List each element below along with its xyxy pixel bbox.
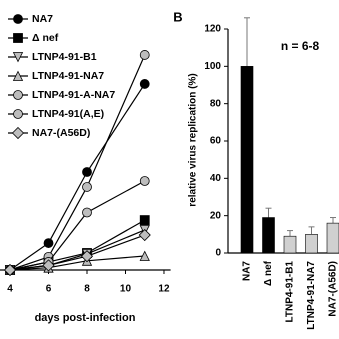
series-line [9,83,146,271]
legend-label: NA7 [32,13,53,25]
y-tick-label: 40 [210,173,222,184]
marker [42,259,55,272]
legend-marker [13,33,23,43]
x-tick-label: 12 [158,284,170,295]
annotation: n = 6-8 [281,39,320,53]
marker [139,250,150,261]
series-line [9,180,146,271]
x-tick-label: NA7-(A56D) [328,261,339,317]
x-tick-label: 10 [120,284,132,295]
series-line [9,229,145,271]
legend-label: NA7-(A56D) [32,127,90,139]
y-tick-label: 100 [204,61,221,72]
marker [139,215,150,225]
legend-label: LTNP4-91-B1 [32,51,97,63]
bar [240,66,254,254]
y-tick-label: 120 [204,24,221,35]
marker [139,79,150,89]
marker [82,207,92,218]
x-tick-label: LTNP4-91-NA7 [306,261,317,330]
y-tick-label: 20 [210,210,222,221]
series-line [9,255,145,271]
marker [3,263,17,277]
y-tick-label: 60 [210,136,222,147]
x-tick-label: 4 [7,284,13,295]
marker [139,50,150,60]
legend-marker [13,109,23,119]
bar [283,235,297,254]
x-tick-label: 8 [84,284,90,295]
x-tick-label: LTNP4-91-B1 [285,261,296,323]
marker [82,182,92,192]
legend-marker [12,52,24,63]
legend-label: LTNP4-91-NA7 [32,70,104,82]
x-tick-label: 6 [46,284,52,295]
legend-label: LTNP4-91-A-NA7 [32,89,115,101]
legend-label: Δ nef [32,32,59,44]
bar [262,217,275,254]
x-axis-label: days post-infection [35,312,136,324]
marker [80,250,94,263]
legend-marker [12,70,24,81]
y-tick-label: 80 [210,98,222,109]
x-tick-label: Δ nef [263,260,274,286]
panel-label: B [173,9,182,24]
y-tick-label: 0 [215,248,221,259]
legend-marker [13,14,23,24]
legend-label: LTNP4-91(A,E) [32,108,104,120]
bar [305,234,318,254]
marker [43,238,54,248]
bar [326,222,339,254]
marker [82,167,92,177]
y-axis-label: relative virus replication (%) [188,73,199,206]
series-line [9,54,146,271]
x-tick-label: NA7 [242,261,253,281]
legend-marker [11,126,25,140]
legend-marker [13,90,23,100]
marker [139,176,150,186]
series-line [9,234,145,271]
marker [138,228,151,242]
